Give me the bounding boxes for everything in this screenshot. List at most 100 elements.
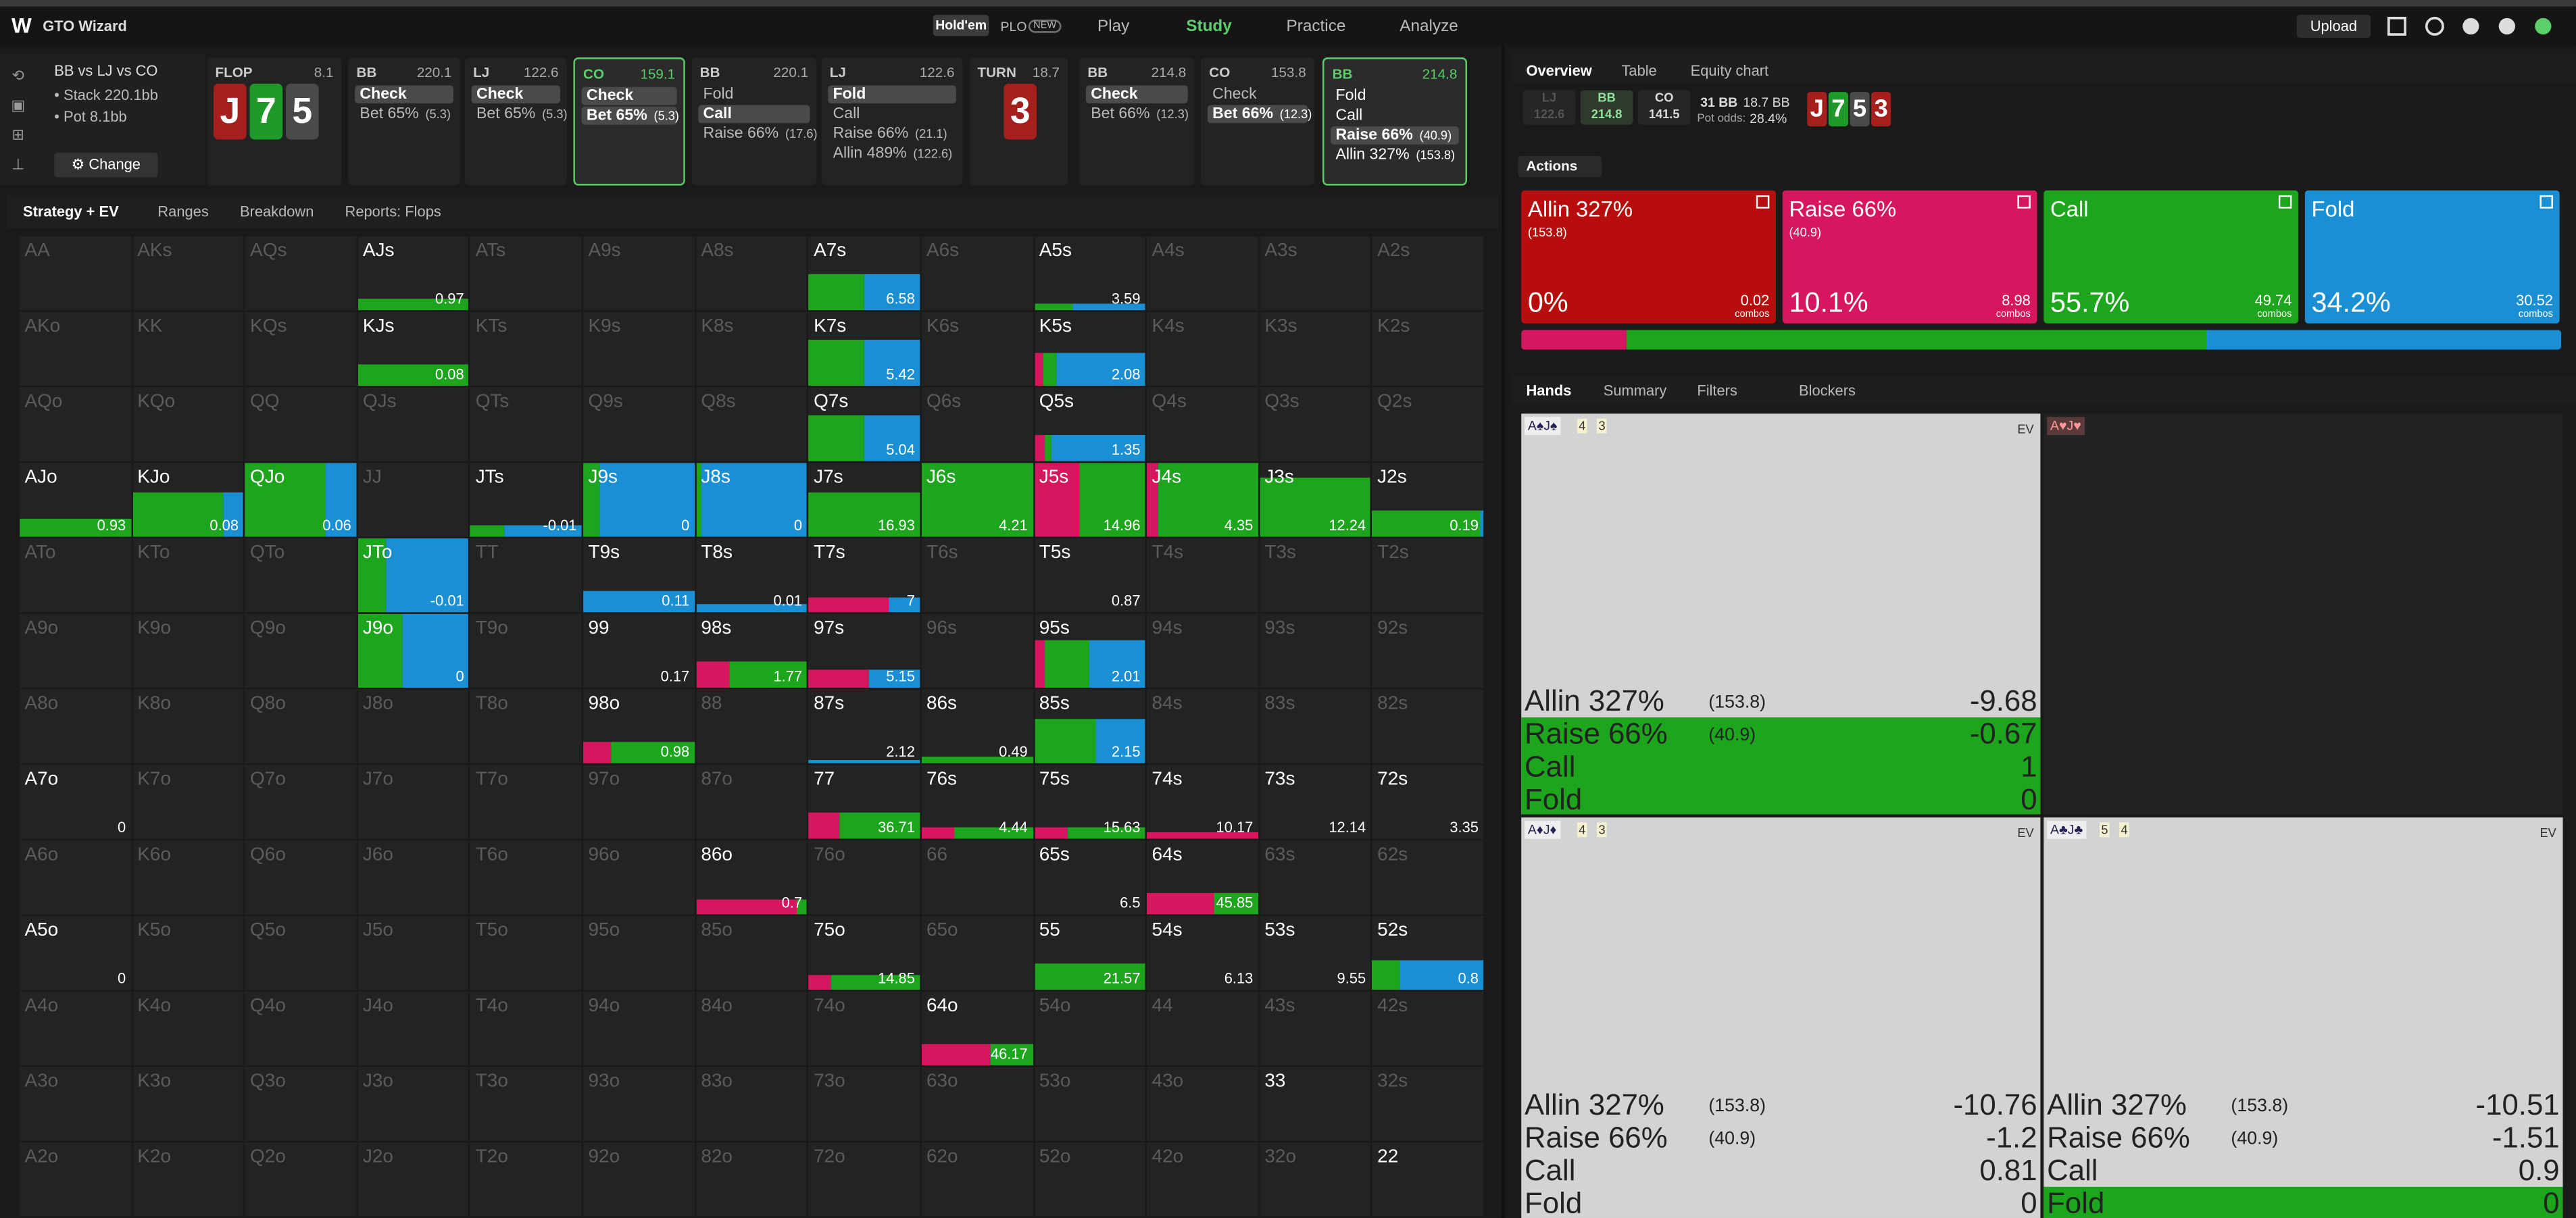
hand-cell[interactable]: 97s 5.15 [808,613,922,690]
action-option[interactable]: Raise 66% (40.9) [1331,126,1459,145]
hand-cell[interactable]: 62o [921,1142,1035,1218]
hand-cell[interactable]: J7s 16.93 [808,463,922,539]
hand-cell[interactable]: KQs [245,311,358,388]
hand-cell[interactable]: 83o [696,1067,809,1143]
hand-cell[interactable]: J9s 0 [583,463,696,539]
hand-cell[interactable]: 72o [808,1142,922,1218]
hand-cell[interactable]: A9o [20,613,132,690]
hand-cell[interactable]: 94s [1147,613,1260,690]
action-box[interactable]: Raise 66% (40.9) 10.1% 8.98 combos [1782,190,2037,324]
hand-cell[interactable]: 44 [1147,991,1260,1067]
hand-cell[interactable]: 98s 1.77 [696,613,809,690]
hand-cell[interactable]: Q6s [921,387,1035,463]
hand-cell[interactable]: A6o [20,840,132,916]
hand-cell[interactable]: TT [470,538,584,614]
hand-cell[interactable]: 62s [1372,840,1485,916]
upload-button[interactable]: Upload [2296,14,2371,38]
hand-cell[interactable]: QTo [245,538,358,614]
hand-cell[interactable]: J3s 12.24 [1260,463,1372,539]
history-column[interactable]: BB 220.1 Check Bet 65% (5.3) [348,57,460,186]
hand-cell[interactable]: K7s 5.42 [808,311,922,388]
hand-cell[interactable]: K6o [132,840,245,916]
action-option[interactable]: Allin 327% (153.8) [1331,146,1459,164]
hand-cell[interactable]: 86s 0.49 [921,689,1035,765]
actions-dropdown[interactable]: Actions [1518,155,1602,178]
hand-cell[interactable]: T3s [1260,538,1372,614]
icon[interactable] [2425,16,2444,36]
hand-cell[interactable]: Q2o [245,1142,358,1218]
hand-cell[interactable]: KTo [132,538,245,614]
overview-tab[interactable]: Overview [1526,62,1592,79]
hand-cell[interactable]: K7o [132,765,245,841]
hand-cell[interactable]: K2o [132,1142,245,1218]
hand-card[interactable]: A♠J♠ 4 3 EV Allin 327% (153.8) -9.68 Raise 66% (… [1521,413,2041,815]
action-option[interactable]: Call [1331,107,1459,125]
action-option[interactable]: Allin 489% (122.6) [828,145,956,163]
hand-cell[interactable]: 52s 0.8 [1372,915,1485,992]
hand-cell[interactable]: A7s 6.58 [808,236,922,312]
history-column[interactable]: CO 153.8 Check Bet 66% (12.3) [1201,57,1314,186]
action-option[interactable]: Check [581,86,677,105]
hand-cell[interactable]: AJs 0.97 [357,236,471,312]
hand-cell[interactable]: JTo -0.01 [357,538,471,614]
history-column[interactable]: FLOP 8.1 J 7 5 [207,57,342,186]
hands-tab[interactable]: Hands [1526,382,1572,399]
hand-cell[interactable]: T5s 0.87 [1034,538,1147,614]
hand-cell[interactable]: 53o [1034,1067,1147,1143]
action-box[interactable]: Allin 327% (153.8) 0% 0.02 combos [1521,190,1777,324]
hand-cell[interactable]: T6o [470,840,584,916]
hand-cell[interactable]: KTs [470,311,584,388]
hand-cell[interactable]: J2s 0.19 [1372,463,1485,539]
view-tab[interactable]: Reports: Flops [345,203,441,220]
hand-cell[interactable]: T7o [470,765,584,841]
hands-tab[interactable]: Blockers [1799,382,1856,399]
hand-card[interactable]: A♣J♣ 5 4 EV Allin 327% (153.8) -10.51 Raise 66%… [2044,817,2563,1218]
action-box[interactable]: Fold 34.2% 30.52 combos [2304,190,2560,324]
hand-cell[interactable]: A8o [20,689,132,765]
hand-cell[interactable]: 63o [921,1067,1035,1143]
history-column[interactable]: LJ 122.6 Fold Call Raise 66% (21.1) Allin 489%… [821,57,963,186]
hand-cell[interactable]: J5s 14.96 [1034,463,1147,539]
hand-cell[interactable]: K3o [132,1067,245,1143]
view-tab[interactable]: Ranges [157,203,209,220]
hand-cell[interactable]: T3o [470,1067,584,1143]
action-option[interactable]: Call [828,105,956,124]
hand-cell[interactable]: JJ [357,463,471,539]
hand-cell[interactable]: A9s [583,236,696,312]
hand-cell[interactable]: ATs [470,236,584,312]
hand-cell[interactable]: Q3o [245,1067,358,1143]
hand-card[interactable]: A♦J♦ 4 3 EV Allin 327% (153.8) -10.76 Raise 66%… [1521,817,2041,1218]
hand-cell[interactable]: Q6o [245,840,358,916]
hand-cell[interactable]: ATo [20,538,132,614]
hand-cell[interactable]: 64o 46.17 [921,991,1035,1067]
hand-cell[interactable]: Q4o [245,991,358,1067]
hand-cell[interactable]: 22 [1372,1142,1485,1218]
hand-cell[interactable]: 54s 6.13 [1147,915,1260,992]
overview-tab[interactable]: Table [1621,62,1657,79]
hand-cell[interactable]: Q8s [696,387,809,463]
hand-cell[interactable]: 64s 45.85 [1147,840,1260,916]
hand-cell[interactable]: T2s [1372,538,1485,614]
hand-cell[interactable]: 95s 2.01 [1034,613,1147,690]
hand-cell[interactable]: J2o [357,1142,471,1218]
hand-cell[interactable]: J3o [357,1067,471,1143]
action-option[interactable]: Call [698,105,810,124]
hand-cell[interactable]: 99 0.17 [583,613,696,690]
hand-cell[interactable]: QJo 0.06 [245,463,358,539]
hand-cell[interactable]: A3s [1260,236,1372,312]
action-option[interactable]: Bet 66% (12.3) [1207,105,1312,124]
hand-cell[interactable]: T4o [470,991,584,1067]
hand-cell[interactable]: AQs [245,236,358,312]
hand-cell[interactable]: 84o [696,991,809,1067]
hand-cell[interactable]: 66 [921,840,1035,916]
hand-cell[interactable]: 97o [583,765,696,841]
history-column[interactable]: BB 214.8 Check Bet 66% (12.3) [1079,57,1195,186]
history-column[interactable]: CO 159.1 Check Bet 65% (5.3) [573,57,685,186]
hand-cell[interactable]: 88 [696,689,809,765]
hand-cell[interactable]: K2s [1372,311,1485,388]
hand-cell[interactable]: 94o [583,991,696,1067]
hand-cell[interactable]: K9o [132,613,245,690]
hand-cell[interactable]: 52o [1034,1142,1147,1218]
hand-cell[interactable]: 98o 0.98 [583,689,696,765]
nav-item[interactable]: Play [1097,18,1130,36]
